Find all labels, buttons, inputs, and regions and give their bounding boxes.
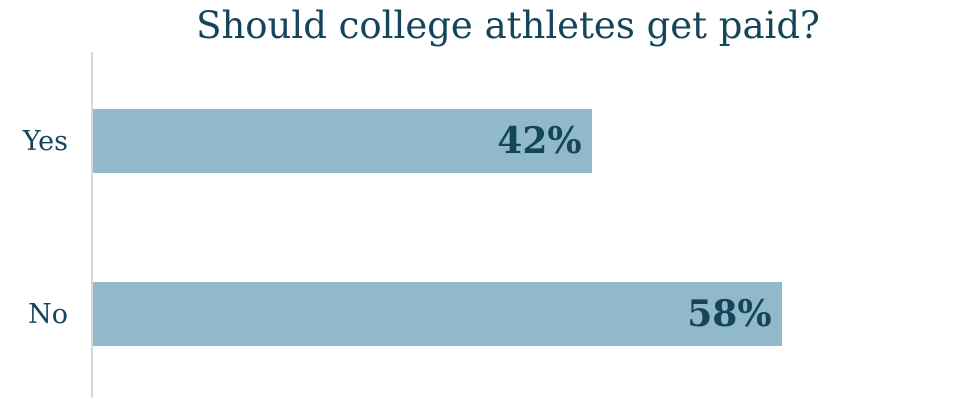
plot-area: 42% 58%: [93, 0, 924, 412]
category-label-no: No: [28, 298, 68, 330]
y-axis-line: [91, 52, 93, 398]
bar-no: 58%: [93, 282, 782, 346]
value-label-no: 58%: [687, 293, 772, 335]
bar-yes: 42%: [93, 109, 592, 173]
category-label-yes: Yes: [22, 125, 68, 157]
chart-title: Should college athletes get paid?: [196, 4, 820, 47]
value-label-yes: 42%: [497, 120, 582, 162]
